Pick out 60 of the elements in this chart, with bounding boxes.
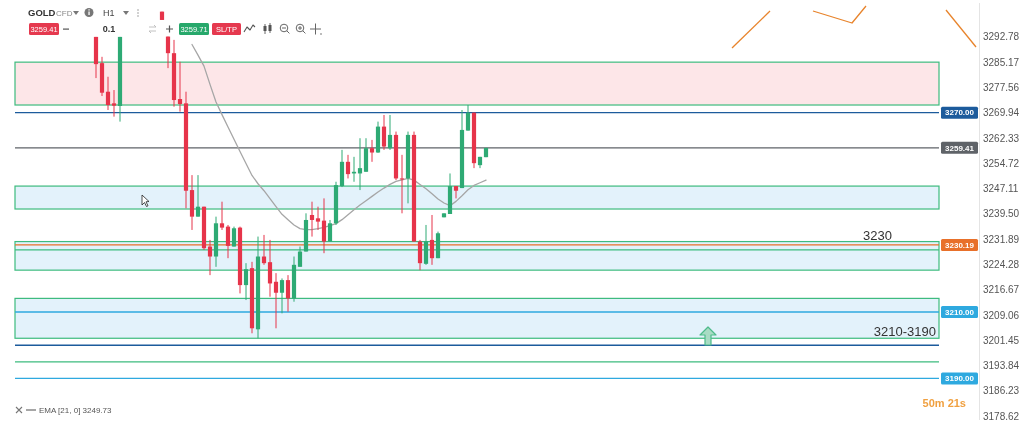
annotation: H1 (103, 8, 115, 18)
y-tick-label: 3247.11 (983, 183, 1019, 195)
y-tick-label: 3285.17 (983, 56, 1020, 68)
candlestick (231, 226, 237, 248)
candlestick (207, 239, 213, 276)
y-tick-label: 3269.94 (983, 107, 1020, 119)
y-tick-label: 3254.72 (983, 157, 1020, 169)
y-tick-label: 3239.50 (983, 208, 1020, 220)
y-tick-label: 3292.78 (983, 31, 1020, 43)
chart-title: GOLD (28, 7, 56, 18)
ref-line-label: 3190.00 (945, 374, 975, 384)
y-tick-label: 3224.28 (983, 259, 1020, 271)
text: CFD (56, 9, 73, 18)
candlestick (273, 272, 279, 329)
candlestick (105, 76, 111, 111)
candlestick (285, 274, 291, 313)
candlestick (309, 201, 315, 238)
candlestick (111, 89, 117, 118)
y-tick-label: 3178.62 (983, 410, 1020, 422)
candlestick (429, 214, 435, 266)
annotation: 3230 (863, 227, 892, 243)
candlestick (225, 224, 231, 259)
y-tick-label: 3201.45 (983, 334, 1020, 346)
y-tick-label: 3186.23 (983, 385, 1020, 397)
candlestick (165, 36, 171, 69)
ref-line-label: 3210.00 (945, 307, 975, 317)
candlestick (177, 61, 183, 113)
candlestick (357, 137, 363, 191)
y-tick-label: 3277.56 (983, 82, 1020, 94)
candlestick (345, 154, 351, 179)
candlestick (279, 277, 285, 314)
annotation: 50m 21s (922, 397, 966, 409)
y-tick-label: 3209.06 (983, 309, 1020, 321)
candlestick (243, 262, 249, 301)
legend-label: EMA [21, 0] 3249.73 (39, 405, 113, 415)
candlestick (267, 239, 273, 298)
candlestick (195, 174, 201, 218)
candlestick (321, 197, 327, 254)
candlestick (453, 185, 459, 199)
candlestick (369, 139, 375, 163)
ref-line-label: 3270.00 (945, 108, 975, 118)
candlestick (363, 137, 369, 173)
candlestick (381, 114, 387, 151)
candlestick (423, 224, 429, 266)
ref-line-label: 3259.41 (945, 143, 975, 153)
ref-line-label: 3230.19 (945, 240, 975, 250)
candlestick (417, 239, 423, 271)
y-tick-label: 3262.33 (983, 132, 1020, 144)
annotation: 3210-3190 (873, 324, 936, 340)
candlestick (399, 154, 405, 214)
candlestick (315, 206, 321, 231)
candlestick (297, 246, 303, 268)
candlestick (387, 114, 393, 151)
annotation: 0.1 (102, 24, 116, 34)
candlestick (219, 201, 225, 231)
candlestick (465, 104, 471, 132)
y-tick-label: 3231.89 (983, 233, 1020, 245)
candlestick (327, 219, 333, 243)
y-tick-label: 3216.67 (983, 284, 1020, 296)
y-tick-label: 3193.84 (983, 360, 1020, 372)
